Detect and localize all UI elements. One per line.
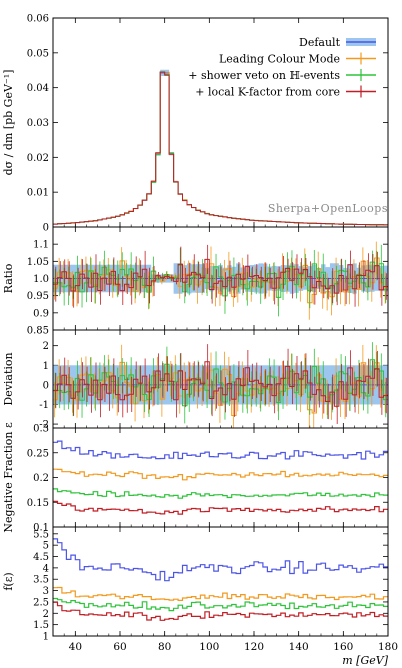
deviation-series-1 <box>53 361 388 416</box>
deviation-ytick-label: -1 <box>39 400 49 411</box>
negfrac-ytick-label: 0.2 <box>33 473 49 484</box>
main-ytick-label: 0.05 <box>27 48 49 59</box>
negfrac-ytick-label: 0.25 <box>27 448 49 459</box>
deviation-series-3 <box>53 361 388 407</box>
ratio-ytick-label: 1.0 <box>33 274 49 285</box>
main-ytick-label: 0.04 <box>27 83 49 94</box>
feps-ylabel: f(ε) <box>2 572 15 590</box>
feps-ytick-label: 5 <box>43 541 49 552</box>
feps-ytick-label: 3.5 <box>33 575 49 586</box>
feps-ytick-label: 2.5 <box>33 597 49 608</box>
ratio-ytick-label: 0.9 <box>33 308 49 319</box>
legend: Default Leading Colour Mode + shower veto … <box>188 36 376 99</box>
feps-ytick-label: 4.5 <box>33 552 49 563</box>
feps-ytick-label: 1.5 <box>33 620 49 631</box>
ratio-ytick-label: 0.85 <box>27 326 49 337</box>
ratio-series-1 <box>53 257 388 304</box>
feps-ytick-label: 4 <box>43 563 49 574</box>
ratio-plot-area <box>53 241 388 320</box>
main-ytick-label: 0.02 <box>27 153 49 164</box>
main-frame <box>52 17 389 228</box>
x-tick-label: 160 <box>333 641 353 653</box>
deviation-series-2 <box>53 359 388 407</box>
legend-label-0: Default <box>299 36 341 49</box>
feps-series-1 <box>53 586 388 601</box>
x-tick-label: 140 <box>289 641 309 653</box>
x-tick-label: 180 <box>378 641 398 653</box>
negfrac-series-3 <box>53 500 388 515</box>
negfrac-ylabel: Negative Fraction ε <box>2 422 15 533</box>
main-ytick-label: 0.03 <box>27 118 49 129</box>
feps-frame <box>52 526 389 637</box>
ratio-series-2 <box>53 261 388 298</box>
negfrac-series-0 <box>53 440 388 460</box>
feps-ytick-label: 5.5 <box>33 529 49 540</box>
ratio-ytick-label: 1.05 <box>27 257 49 268</box>
negfrac-series-1 <box>53 468 388 481</box>
feps-ytick-label: 2 <box>43 609 49 620</box>
negfrac-ytick-label: 0.1 <box>33 523 49 534</box>
main-ytick-label: 0.06 <box>27 14 49 25</box>
ratio-ylabel: Ratio <box>2 263 15 293</box>
x-tick-label: 80 <box>158 641 171 653</box>
negfrac-series-2 <box>53 488 388 499</box>
ratio-ytick-label: 1.1 <box>33 240 49 251</box>
negative-fraction-panel: 0.1 0.15 0.2 0.25 0.3 Negative Fraction ε <box>2 422 389 534</box>
deviation-panel: -2 -1 0 1 2 Deviation <box>2 329 389 431</box>
feps-series-3 <box>53 601 388 621</box>
deviation-ytick-label: -2 <box>39 420 49 431</box>
feps-series-0 <box>53 538 388 582</box>
feps-series-2 <box>53 597 388 612</box>
x-tick-label: 120 <box>244 641 264 653</box>
deviation-ytick-label: 2 <box>43 341 49 352</box>
x-axis-label: m [GeV] <box>342 654 388 667</box>
main-series-3 <box>53 71 388 226</box>
f-epsilon-panel: 11.522.533.544.555.5 f(ε) <box>2 526 389 643</box>
x-tick-label: 60 <box>113 641 126 653</box>
feps-ytick-label: 3 <box>43 586 49 597</box>
x-tick-label: 100 <box>199 641 219 653</box>
legend-label-3: + local K-factor from core <box>195 86 340 99</box>
deviation-ytick-label: 0 <box>43 380 49 391</box>
main-ytick-label: 0 <box>43 223 49 234</box>
legend-label-2: + shower veto on ℍ-events <box>188 69 340 82</box>
legend-label-1: Leading Colour Mode <box>219 53 340 66</box>
ratio-series-3 <box>53 258 388 294</box>
x-tick-label: 40 <box>69 641 82 653</box>
deviation-plot-area <box>53 342 388 428</box>
feps-ytick-label: 1 <box>43 632 49 643</box>
main-ytick-label: 0.01 <box>27 188 49 199</box>
generator-label: Sherpa+OpenLoops <box>268 202 388 215</box>
ratio-ytick-label: 0.95 <box>27 291 49 302</box>
deviation-ylabel: Deviation <box>2 352 15 405</box>
negfrac-ytick-label: 0.15 <box>27 498 49 509</box>
negfrac-ytick-label: 0.3 <box>33 424 49 435</box>
main-ylabel: dσ / dm [pb GeV⁻¹] <box>2 70 15 176</box>
ratio-panel: 0.85 0.9 0.95 1.0 1.05 1.1 Ratio <box>2 226 389 337</box>
deviation-ytick-label: 1 <box>43 361 49 372</box>
